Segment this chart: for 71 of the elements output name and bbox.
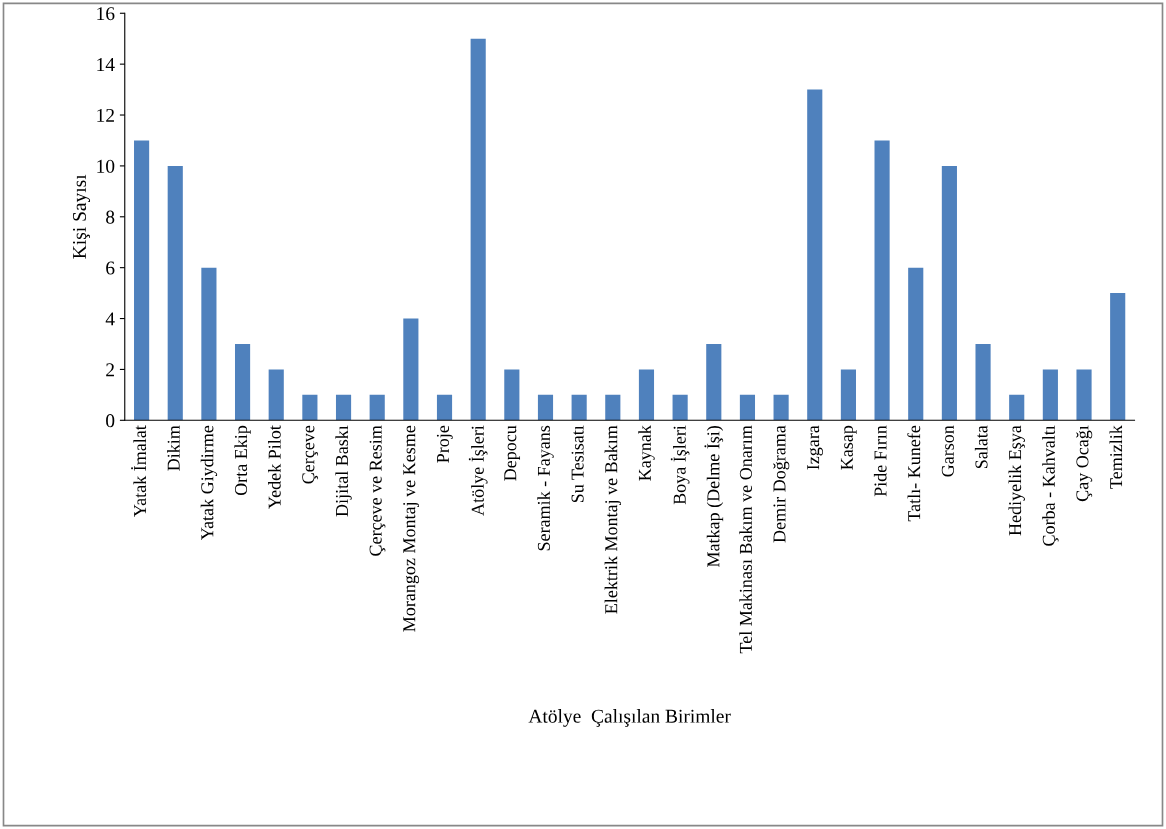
x-tick-label: Kaynak — [638, 425, 655, 481]
y-tick-label: 4 — [105, 312, 115, 326]
x-tick-label: Dikim — [167, 425, 180, 471]
x-tick-label: Hediyelik Eşya — [1008, 425, 1025, 536]
bar — [504, 369, 520, 421]
y-tick-label: 12 — [97, 108, 114, 122]
bar — [672, 394, 688, 421]
x-tick-label: Tatlı- Kunefe — [907, 425, 921, 522]
bar — [302, 394, 318, 421]
bar — [470, 38, 486, 421]
y-tick-label: 14 — [97, 58, 115, 71]
x-tick-label: Proje — [436, 425, 453, 463]
x-tick-label: Yatak Giydirme — [200, 425, 218, 540]
y-tick-label: 8 — [106, 210, 115, 224]
y-axis-title: Kişi Sayısı — [72, 174, 91, 259]
y-tick-label: 6 — [106, 261, 115, 275]
x-tick-label: Demir Doğrama — [773, 425, 790, 543]
bar — [234, 343, 251, 421]
bar — [201, 267, 217, 421]
bar — [638, 369, 655, 421]
bar — [908, 267, 924, 421]
bar — [605, 394, 621, 421]
x-tick-label: Su Tesisatı — [571, 425, 584, 503]
y-tick-label: 10 — [97, 159, 115, 173]
y-tick-label: 16 — [97, 7, 115, 21]
bar — [773, 394, 789, 421]
x-tick-label: Kasap — [840, 425, 857, 470]
bar — [268, 369, 284, 421]
bar — [167, 165, 183, 421]
x-tick-label: Yatak İmalat — [131, 425, 147, 517]
x-tick-label: Çorba - Kahvaltı — [1042, 425, 1059, 546]
y-tick-label: 0 — [106, 414, 115, 428]
x-tick-label: Depocu — [504, 425, 521, 481]
bar — [941, 165, 957, 421]
x-tick-label: Salata — [974, 425, 988, 469]
x-tick-label: Garson — [941, 425, 954, 477]
x-tick-label: Çerçeve ve Resim — [369, 425, 386, 556]
y-tick-label: 2 — [106, 363, 114, 377]
bar — [436, 394, 453, 421]
bar — [1042, 369, 1058, 421]
bar — [739, 394, 756, 421]
x-tick-label: Morangoz Montaj ve Kesme — [403, 425, 420, 632]
bar — [335, 394, 352, 421]
bar — [1110, 293, 1126, 421]
bar — [134, 140, 150, 421]
bar — [975, 343, 991, 421]
bar — [874, 140, 890, 421]
x-tick-label: Yedek Pilot — [268, 425, 281, 509]
x-tick-label: Dijital Baskı — [335, 425, 352, 517]
x-tick-label: Elektrik Montaj ve Bakım — [604, 425, 621, 614]
bar — [807, 89, 823, 421]
bar — [403, 318, 419, 421]
x-tick-label: Seramik - Fayans — [537, 425, 554, 551]
x-tick-label: Izgara — [807, 425, 823, 470]
x-tick-label: Tel Makinası Bakım ve Onarım — [739, 425, 752, 654]
bar — [1076, 369, 1092, 421]
x-tick-label: Temizlik — [1109, 425, 1123, 489]
x-tick-label: Atölye İşleri — [468, 425, 488, 516]
x-axis-title: Atölye Çalışılan Birimler — [528, 709, 731, 727]
bar — [840, 369, 856, 421]
x-tick-label: Matkap (Delme İşi) — [704, 425, 724, 568]
x-tick-label: Boya İşleri — [670, 425, 690, 505]
x-tick-label: Pide Fırın — [873, 425, 887, 497]
bar — [369, 394, 385, 421]
bar — [1009, 394, 1025, 421]
x-tick-label: Orta Ekip — [234, 425, 251, 496]
x-tick-label: Çay Ocağı — [1075, 425, 1093, 502]
bar — [571, 394, 587, 421]
bar — [706, 343, 722, 421]
x-tick-label: Çerçeve — [302, 425, 319, 484]
bar — [537, 394, 554, 421]
